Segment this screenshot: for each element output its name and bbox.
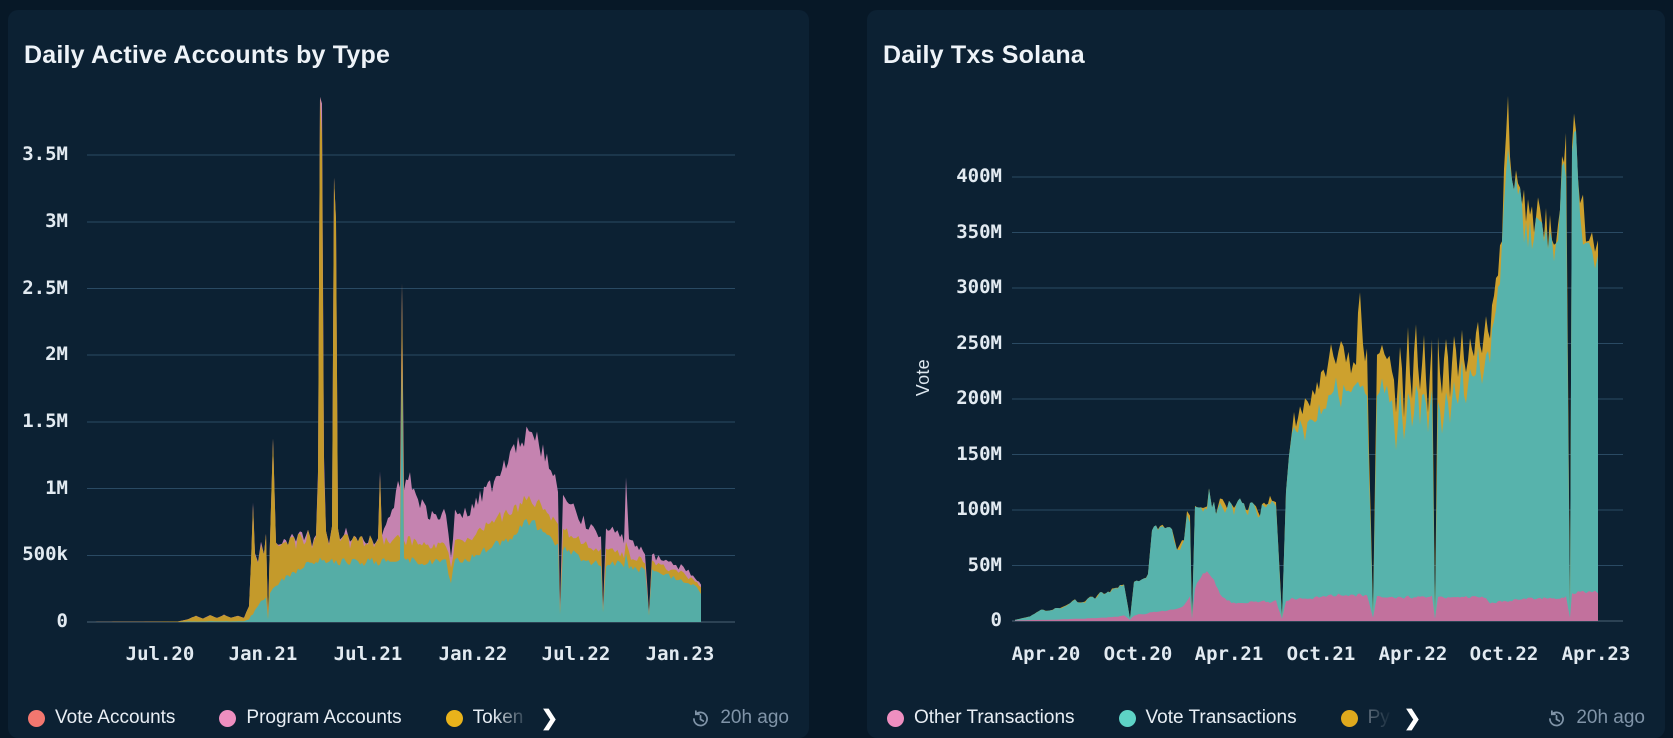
legend-item-vote-transactions[interactable]: Vote Transactions — [1118, 707, 1297, 729]
y-tick-label: 1.5M — [22, 409, 68, 432]
legend-item-other-transactions[interactable]: Other Transactions — [887, 707, 1075, 729]
x-tick-label: Jan.22 — [438, 643, 508, 665]
legend-fade-overlay — [492, 707, 535, 729]
legend-dot-icon — [1118, 709, 1136, 727]
y-tick-label: 350M — [956, 220, 1002, 243]
y-tick-label: 200M — [956, 387, 1002, 409]
legend-dot-icon — [28, 709, 45, 727]
x-tick-label: Apr.21 — [1194, 643, 1264, 665]
gold-band — [87, 96, 701, 622]
chart-title: Daily Txs Solana — [883, 41, 1085, 69]
legend-label: Vote Transactions — [1145, 707, 1297, 728]
legend-item-py[interactable]: Py❯ — [1340, 706, 1422, 730]
y-tick-label: 3.5M — [22, 143, 68, 166]
pink-band — [1015, 571, 1598, 621]
legend-fade-overlay — [1367, 707, 1398, 729]
legend-item-program-accounts[interactable]: Program Accounts — [219, 707, 402, 729]
y-tick-label: 50M — [967, 553, 1002, 576]
legend-dot-icon — [1340, 709, 1358, 727]
legend-dot-icon — [887, 709, 904, 727]
y-tick-label: 250M — [956, 331, 1002, 354]
y-tick-label: 150M — [956, 442, 1002, 465]
y-tick-label: 1M — [45, 476, 68, 499]
legend-overflow-chevron-icon[interactable]: ❯ — [540, 706, 559, 730]
chart-title: Daily Active Accounts by Type — [24, 41, 391, 69]
y-tick-label: 100M — [956, 498, 1002, 520]
legend-label-truncated: Token — [473, 707, 535, 729]
y-tick-label: 500k — [22, 543, 68, 566]
legend-dot-icon — [219, 709, 237, 727]
y-tick-label: 300M — [956, 276, 1002, 298]
daily-txs-solana-plot[interactable] — [867, 10, 1665, 738]
x-tick-label: Jan.23 — [645, 643, 715, 665]
y-tick-label: 2.5M — [22, 276, 68, 299]
x-tick-label: Oct.22 — [1469, 643, 1539, 665]
updated-timestamp: 20h ago — [1576, 707, 1645, 728]
last-updated: 20h ago — [690, 707, 789, 729]
legend-label: Other Transactions — [914, 707, 1075, 728]
last-updated: 20h ago — [1546, 707, 1645, 729]
y-axis-title: Vote — [913, 359, 933, 397]
history-clock-icon — [693, 709, 709, 726]
x-tick-label: Jul.22 — [541, 643, 611, 665]
x-tick-label: Apr.20 — [1011, 643, 1081, 665]
teal-band — [1015, 130, 1598, 621]
legend-dot-icon — [445, 709, 463, 727]
x-tick-label: Apr.23 — [1561, 643, 1631, 665]
teal-band — [87, 368, 701, 622]
daily-active-accounts-card: Daily Active Accounts by Type 0 500k 1M 1.5… — [8, 10, 809, 738]
pink-band — [87, 96, 701, 622]
daily-active-accounts-plot[interactable] — [8, 10, 809, 738]
y-tick-label: 0 — [990, 609, 1002, 631]
y-tick-label: 0 — [56, 610, 68, 632]
legend-item-vote-accounts[interactable]: Vote Accounts — [28, 707, 175, 729]
legend-overflow-chevron-icon[interactable]: ❯ — [1403, 706, 1422, 730]
chart-legend: Vote Accounts Program Accounts Token❯ 20h a… — [28, 700, 789, 736]
x-tick-label: Jan.21 — [228, 643, 298, 665]
history-clock-icon — [1549, 709, 1565, 726]
chart-legend: Other Transactions Vote Transactions Py❯ 20… — [887, 700, 1645, 736]
y-tick-label: 400M — [956, 165, 1002, 187]
y-tick-label: 3M — [45, 209, 68, 232]
y-tick-label: 2M — [45, 343, 68, 366]
legend-label-truncated: Py — [1367, 707, 1398, 729]
legend-item-token[interactable]: Token❯ — [445, 706, 559, 730]
x-tick-label: Apr.22 — [1378, 643, 1448, 665]
daily-txs-solana-card: Daily Txs Solana 0 50M 100M 150M 200M 250M 300… — [867, 10, 1665, 738]
legend-label: Vote Accounts — [55, 707, 176, 728]
x-tick-label: Jul.20 — [125, 643, 195, 665]
x-tick-label: Oct.20 — [1103, 643, 1173, 665]
updated-timestamp: 20h ago — [720, 707, 789, 728]
legend-label: Program Accounts — [246, 707, 402, 728]
x-tick-label: Jul.21 — [333, 643, 403, 665]
x-tick-label: Oct.21 — [1286, 643, 1356, 665]
